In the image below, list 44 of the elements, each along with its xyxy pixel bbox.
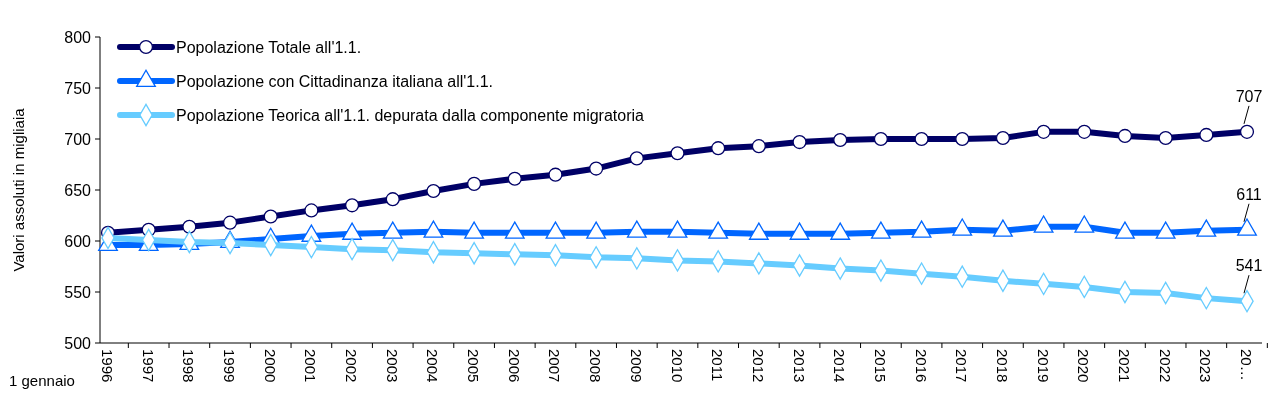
- x-tick-label: 2015: [871, 349, 889, 383]
- legend-label: Popolazione Teorica all'1.1. depurata dalla componente migratoria: [176, 106, 645, 124]
- data-label: 541: [1235, 257, 1263, 275]
- x-tick-label: 2020: [1075, 349, 1093, 383]
- y-tick-label: 800: [64, 28, 92, 46]
- y-tick-label: 750: [64, 79, 92, 97]
- x-tick-label: 2002: [343, 349, 361, 383]
- x-tick-label: 2016: [912, 349, 930, 383]
- x-tick-label: 1998: [180, 349, 198, 383]
- y-axis-title: Valori assoluti in migliaia: [10, 107, 27, 272]
- legend-label: Popolazione con Cittadinanza italiana all'1.1.: [176, 72, 494, 90]
- x-tick-label: 2003: [383, 349, 401, 383]
- x-tick-label: 20…: [1238, 349, 1255, 381]
- x-tick-label: 2004: [424, 349, 442, 383]
- x-tick-label: 2009: [627, 349, 645, 383]
- y-tick-label: 550: [64, 283, 92, 301]
- y-tick-label: 700: [64, 130, 92, 148]
- x-tick-label: 2023: [1197, 349, 1215, 383]
- x-tick-label: 2017: [953, 349, 971, 383]
- x-tick-label: 2005: [465, 349, 483, 383]
- x-tick-label: 2007: [546, 349, 564, 383]
- y-tick-label: 650: [64, 181, 92, 199]
- x-tick-label: 2012: [749, 349, 767, 383]
- x-tick-label: 2013: [790, 349, 808, 383]
- y-tick-label: 600: [64, 232, 92, 250]
- x-tick-label: 2019: [1034, 349, 1052, 383]
- x-tick-label: 1999: [221, 349, 239, 383]
- x-tick-label: 2006: [505, 349, 523, 383]
- x-tick-label: 2008: [587, 349, 605, 383]
- x-axis-title: 1 gennaio: [9, 372, 75, 389]
- legend-label: Popolazione Totale all'1.1.: [176, 38, 362, 56]
- x-tick-label: 1997: [139, 349, 157, 383]
- x-tick-label: 2022: [1156, 349, 1174, 383]
- x-tick-label: 1996: [99, 349, 116, 383]
- x-tick-label: 2011: [709, 349, 727, 382]
- x-tick-label: 2014: [831, 349, 849, 383]
- data-label: 707: [1235, 87, 1263, 105]
- data-label: 611: [1236, 185, 1262, 203]
- x-tick-label: 2018: [993, 349, 1011, 383]
- x-tick-label: 2000: [261, 349, 279, 383]
- x-tick-label: 2010: [668, 349, 686, 383]
- x-tick-label: 2001: [302, 349, 320, 383]
- x-tick-label: 2021: [1115, 349, 1133, 383]
- y-tick-label: 500: [64, 334, 92, 352]
